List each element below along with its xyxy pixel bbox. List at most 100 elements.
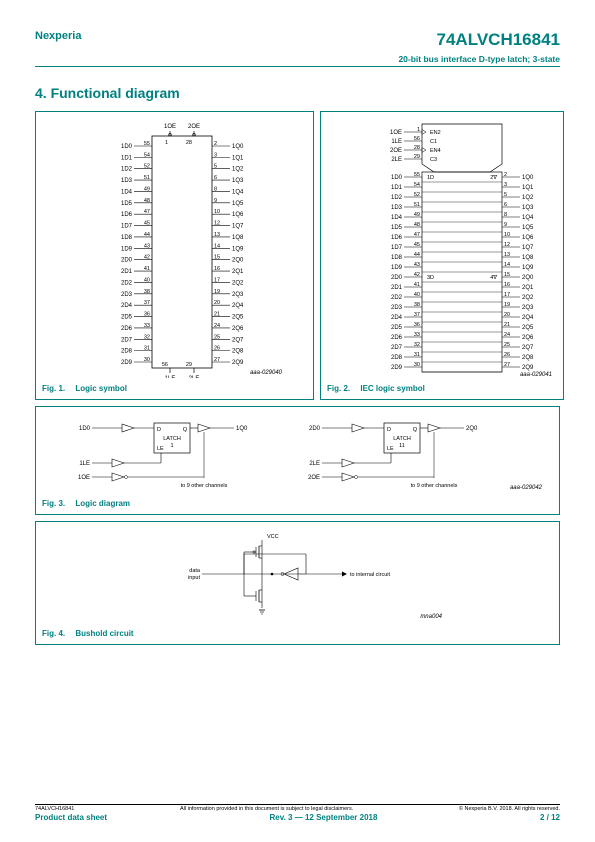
header-right: 74ALVCH16841 20-bit bus interface D-type… [398,30,560,64]
svg-text:1Q0: 1Q0 [232,144,244,150]
svg-text:41: 41 [144,266,150,272]
svg-text:1D0: 1D0 [121,144,133,150]
svg-text:38: 38 [414,302,420,308]
svg-text:47: 47 [144,209,150,215]
section-title: 4. Functional diagram [35,85,560,101]
svg-text:3: 3 [214,152,217,158]
svg-text:14: 14 [504,262,510,268]
svg-text:2Q2: 2Q2 [232,280,244,286]
svg-text:C3: C3 [430,157,437,163]
svg-text:1Q4: 1Q4 [522,215,534,221]
svg-text:17: 17 [504,292,510,298]
svg-text:44: 44 [414,252,420,258]
company-name: Nexperia [35,30,81,64]
svg-text:2D6: 2D6 [391,335,403,341]
svg-text:8: 8 [504,212,507,218]
svg-text:24: 24 [504,332,510,338]
svg-text:30: 30 [144,357,150,363]
figure-2-box: 1OE1EN21LE56C12OE28EN42LE29C31D0551Q021D… [320,111,564,400]
logic-diagram-svg: DQLELATCH11D01Q01LE1OEto 9 other channel… [42,413,552,493]
svg-text:4∇: 4∇ [490,274,498,281]
svg-text:LATCH: LATCH [163,436,181,442]
svg-text:1Q7: 1Q7 [232,224,244,230]
svg-text:2D0: 2D0 [121,258,133,264]
svg-text:2Q8: 2Q8 [522,355,534,361]
svg-text:1: 1 [165,140,168,146]
svg-text:2D9: 2D9 [121,360,133,366]
svg-text:12: 12 [214,221,220,227]
svg-text:2D4: 2D4 [121,303,133,309]
svg-text:1OE: 1OE [390,130,402,136]
svg-text:48: 48 [144,198,150,204]
svg-text:6: 6 [504,202,507,208]
svg-text:36: 36 [144,312,150,318]
svg-text:28: 28 [186,140,192,146]
svg-text:33: 33 [144,323,150,329]
svg-text:1Q6: 1Q6 [232,212,244,218]
svg-text:1D1: 1D1 [121,155,133,161]
svg-text:D: D [157,427,161,433]
svg-text:2D2: 2D2 [391,295,403,301]
svg-text:21: 21 [214,312,220,318]
svg-text:37: 37 [144,300,150,306]
svg-text:2Q4: 2Q4 [232,303,244,309]
svg-text:aaa-029041: aaa-029041 [520,372,552,378]
svg-text:1D5: 1D5 [121,201,133,207]
svg-text:LE: LE [157,446,164,452]
svg-text:25: 25 [504,342,510,348]
svg-text:LATCH: LATCH [393,436,411,442]
svg-text:1Q9: 1Q9 [232,246,244,252]
fig3-caption: Fig. 3. Logic diagram [42,499,553,508]
svg-text:2LE: 2LE [189,376,200,378]
svg-text:1D1: 1D1 [391,185,403,191]
svg-text:2D1: 2D1 [121,269,133,275]
svg-text:21: 21 [504,322,510,328]
svg-text:to 9 other channels: to 9 other channels [411,483,458,489]
svg-text:2D0: 2D0 [391,275,403,281]
svg-text:27: 27 [504,362,510,368]
svg-text:20: 20 [504,312,510,318]
svg-text:data: data [189,568,201,574]
svg-text:2Q0: 2Q0 [522,275,534,281]
svg-text:1D5: 1D5 [391,225,403,231]
svg-text:to 9 other channels: to 9 other channels [181,483,228,489]
svg-text:1D7: 1D7 [391,245,403,251]
svg-text:1Q7: 1Q7 [522,245,534,251]
svg-text:2∇: 2∇ [490,174,498,181]
svg-text:2Q5: 2Q5 [232,315,244,321]
svg-text:2D8: 2D8 [391,355,403,361]
svg-text:1Q1: 1Q1 [232,155,244,161]
svg-text:1D3: 1D3 [391,205,403,211]
svg-text:2Q7: 2Q7 [522,345,534,351]
svg-text:1D0: 1D0 [391,175,403,181]
svg-text:1Q2: 1Q2 [522,195,534,201]
footer-disclaimer: All information provided in this documen… [180,806,353,812]
svg-text:5: 5 [504,192,507,198]
svg-text:44: 44 [144,232,150,238]
svg-text:LE: LE [387,446,394,452]
svg-text:1D2: 1D2 [121,167,133,173]
svg-text:1D9: 1D9 [391,265,403,271]
svg-text:54: 54 [144,152,150,158]
svg-text:10: 10 [504,232,510,238]
svg-text:Q: Q [183,427,188,433]
svg-text:33: 33 [414,332,420,338]
footer: 74ALVCH16841 All information provided in… [35,804,560,822]
svg-text:2D5: 2D5 [391,325,403,331]
svg-text:1Q9: 1Q9 [522,265,534,271]
svg-text:29: 29 [186,362,192,368]
svg-text:43: 43 [414,262,420,268]
svg-text:13: 13 [214,232,220,238]
subtitle: 20-bit bus interface D-type latch; 3-sta… [398,54,560,64]
svg-text:51: 51 [144,175,150,181]
svg-text:EN4: EN4 [430,148,441,154]
svg-text:aaa-029042: aaa-029042 [510,485,543,491]
svg-text:EN2: EN2 [430,130,441,136]
fig2-caption: Fig. 2. IEC logic symbol [327,384,557,393]
svg-text:2Q0: 2Q0 [466,426,478,432]
svg-text:5: 5 [214,164,217,170]
svg-text:45: 45 [144,221,150,227]
svg-text:52: 52 [144,164,150,170]
svg-text:3: 3 [504,182,507,188]
svg-text:D: D [387,427,391,433]
